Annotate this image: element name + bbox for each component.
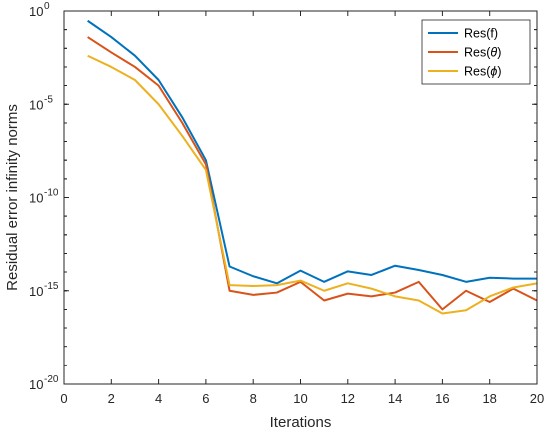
- y-tick-label-base: 10: [29, 377, 43, 392]
- legend-label-text: Res(: [464, 46, 491, 60]
- y-tick-label-base: 10: [29, 97, 43, 112]
- legend-label: Res(θ): [464, 46, 501, 60]
- x-tick-label: 14: [388, 391, 402, 406]
- x-tick-label: 16: [435, 391, 449, 406]
- y-tick-label-base: 10: [29, 4, 43, 19]
- series-line-3: [87, 54, 538, 315]
- legend-label-text: Res(: [464, 65, 491, 79]
- legend-label: Res(f): [464, 27, 498, 41]
- x-tick-label: 8: [250, 391, 257, 406]
- y-tick-label: 10 -20: [29, 374, 59, 392]
- x-tick-label: 0: [60, 391, 67, 406]
- legend-entry: Res(f): [428, 27, 498, 41]
- x-tick-label: 6: [202, 391, 209, 406]
- legend-entry: Res(ϕ): [428, 65, 502, 79]
- legend: Res(f)Res(θ)Res(ϕ): [421, 19, 531, 85]
- y-tick-label-base: 10: [29, 284, 43, 299]
- y-tick-label-exponent: -15: [44, 281, 59, 292]
- legend-entry: Res(θ): [428, 46, 501, 60]
- x-axis-label: Iterations: [270, 414, 332, 431]
- series-line-2: [87, 36, 538, 311]
- legend-label-close: ): [497, 46, 501, 60]
- x-tick-label: 12: [341, 391, 355, 406]
- y-tick-label-exponent: -5: [44, 94, 53, 105]
- y-tick-label: 10 -10: [29, 188, 59, 206]
- legend-label-text: Res(f): [464, 27, 498, 41]
- legend-label: Res(ϕ): [464, 65, 502, 79]
- legend-label-greek: ϕ: [490, 65, 497, 79]
- x-tick-label: 4: [155, 391, 162, 406]
- x-tick-label: 10: [293, 391, 307, 406]
- legend-label-greek: θ: [490, 46, 497, 60]
- x-tick-label: 18: [482, 391, 496, 406]
- plot-frame: [63, 10, 538, 385]
- x-tick-label: 20: [530, 391, 544, 406]
- y-tick-label-base: 10: [29, 191, 43, 206]
- y-tick-label: 10 0: [29, 1, 50, 19]
- x-tick-label: 2: [108, 391, 115, 406]
- series-layer: [87, 19, 538, 315]
- y-tick-label-exponent: 0: [44, 1, 50, 12]
- y-tick-label-exponent: -20: [44, 374, 59, 385]
- legend-label-close: ): [497, 65, 501, 79]
- x-tick-labels: 0 2 4 6 8 10 12 14 16 18 20: [60, 391, 544, 406]
- y-tick-label: 10 -15: [29, 281, 59, 299]
- y-tick-label: 10 -5: [29, 94, 53, 112]
- y-axis-label: Residual error infinity norms: [4, 104, 21, 291]
- series-line-1: [87, 19, 537, 285]
- y-tick-label-exponent: -10: [44, 188, 59, 199]
